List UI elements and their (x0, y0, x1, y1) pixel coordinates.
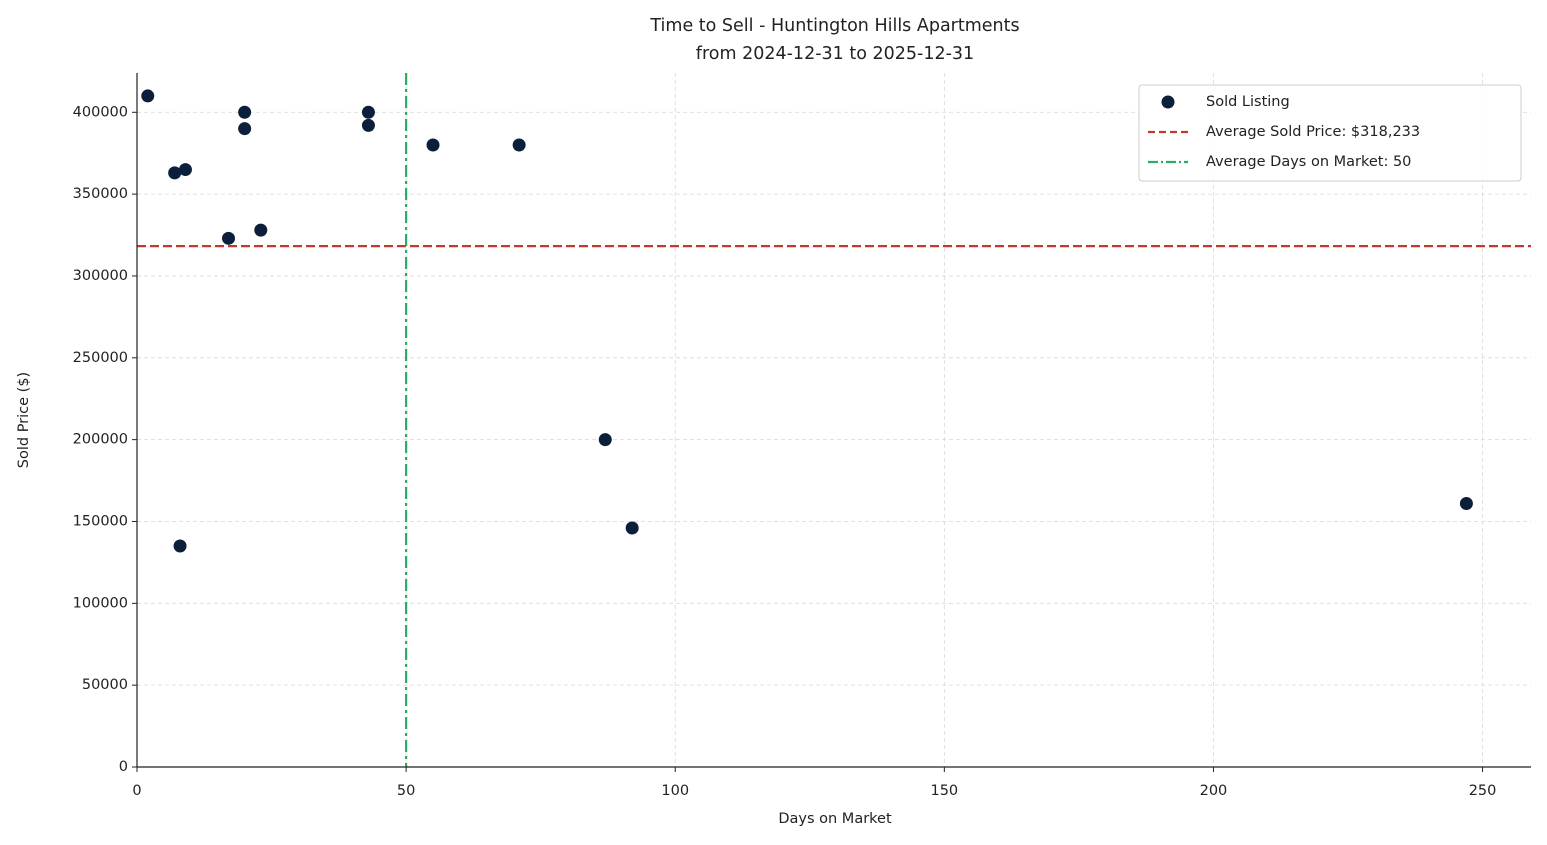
legend-label: Average Sold Price: $318,233 (1206, 124, 1420, 140)
point (1459, 496, 1473, 510)
y-tick-label: 50000 (82, 677, 128, 693)
y-tick-label: 400000 (73, 104, 128, 120)
point (254, 223, 268, 237)
point (598, 433, 612, 447)
point (168, 166, 182, 180)
x-tick-label: 50 (397, 783, 415, 799)
chart-subtitle: from 2024-12-31 to 2025-12-31 (696, 44, 974, 64)
x-tick-label: 200 (1200, 783, 1228, 799)
legend-label: Sold Listing (1206, 94, 1290, 110)
point (221, 231, 235, 245)
point (141, 89, 155, 103)
y-tick-label: 100000 (73, 595, 128, 611)
chart-title: Time to Sell - Huntington Hills Apartmen… (649, 16, 1019, 36)
point (238, 122, 252, 136)
y-tick-label: 350000 (73, 186, 128, 202)
point (173, 539, 187, 553)
x-tick-label: 150 (930, 783, 958, 799)
point (512, 138, 526, 152)
point (178, 163, 192, 177)
y-tick-label: 150000 (73, 513, 128, 529)
y-tick-label: 300000 (73, 268, 128, 284)
x-tick-label: 250 (1469, 783, 1497, 799)
x-axis-label: Days on Market (778, 811, 892, 827)
x-tick-label: 0 (132, 783, 141, 799)
point (361, 105, 375, 119)
point (361, 118, 375, 132)
y-axis-label: Sold Price ($) (16, 372, 32, 468)
point (625, 521, 639, 535)
legend-label: Average Days on Market: 50 (1206, 154, 1411, 170)
legend-box (1138, 84, 1522, 182)
y-tick-label: 200000 (73, 432, 128, 448)
point (238, 105, 252, 119)
x-tick-label: 100 (661, 783, 689, 799)
y-tick-label: 250000 (73, 350, 128, 366)
point (426, 138, 440, 152)
y-tick-label: 0 (119, 759, 128, 775)
legend-marker (1161, 95, 1175, 109)
